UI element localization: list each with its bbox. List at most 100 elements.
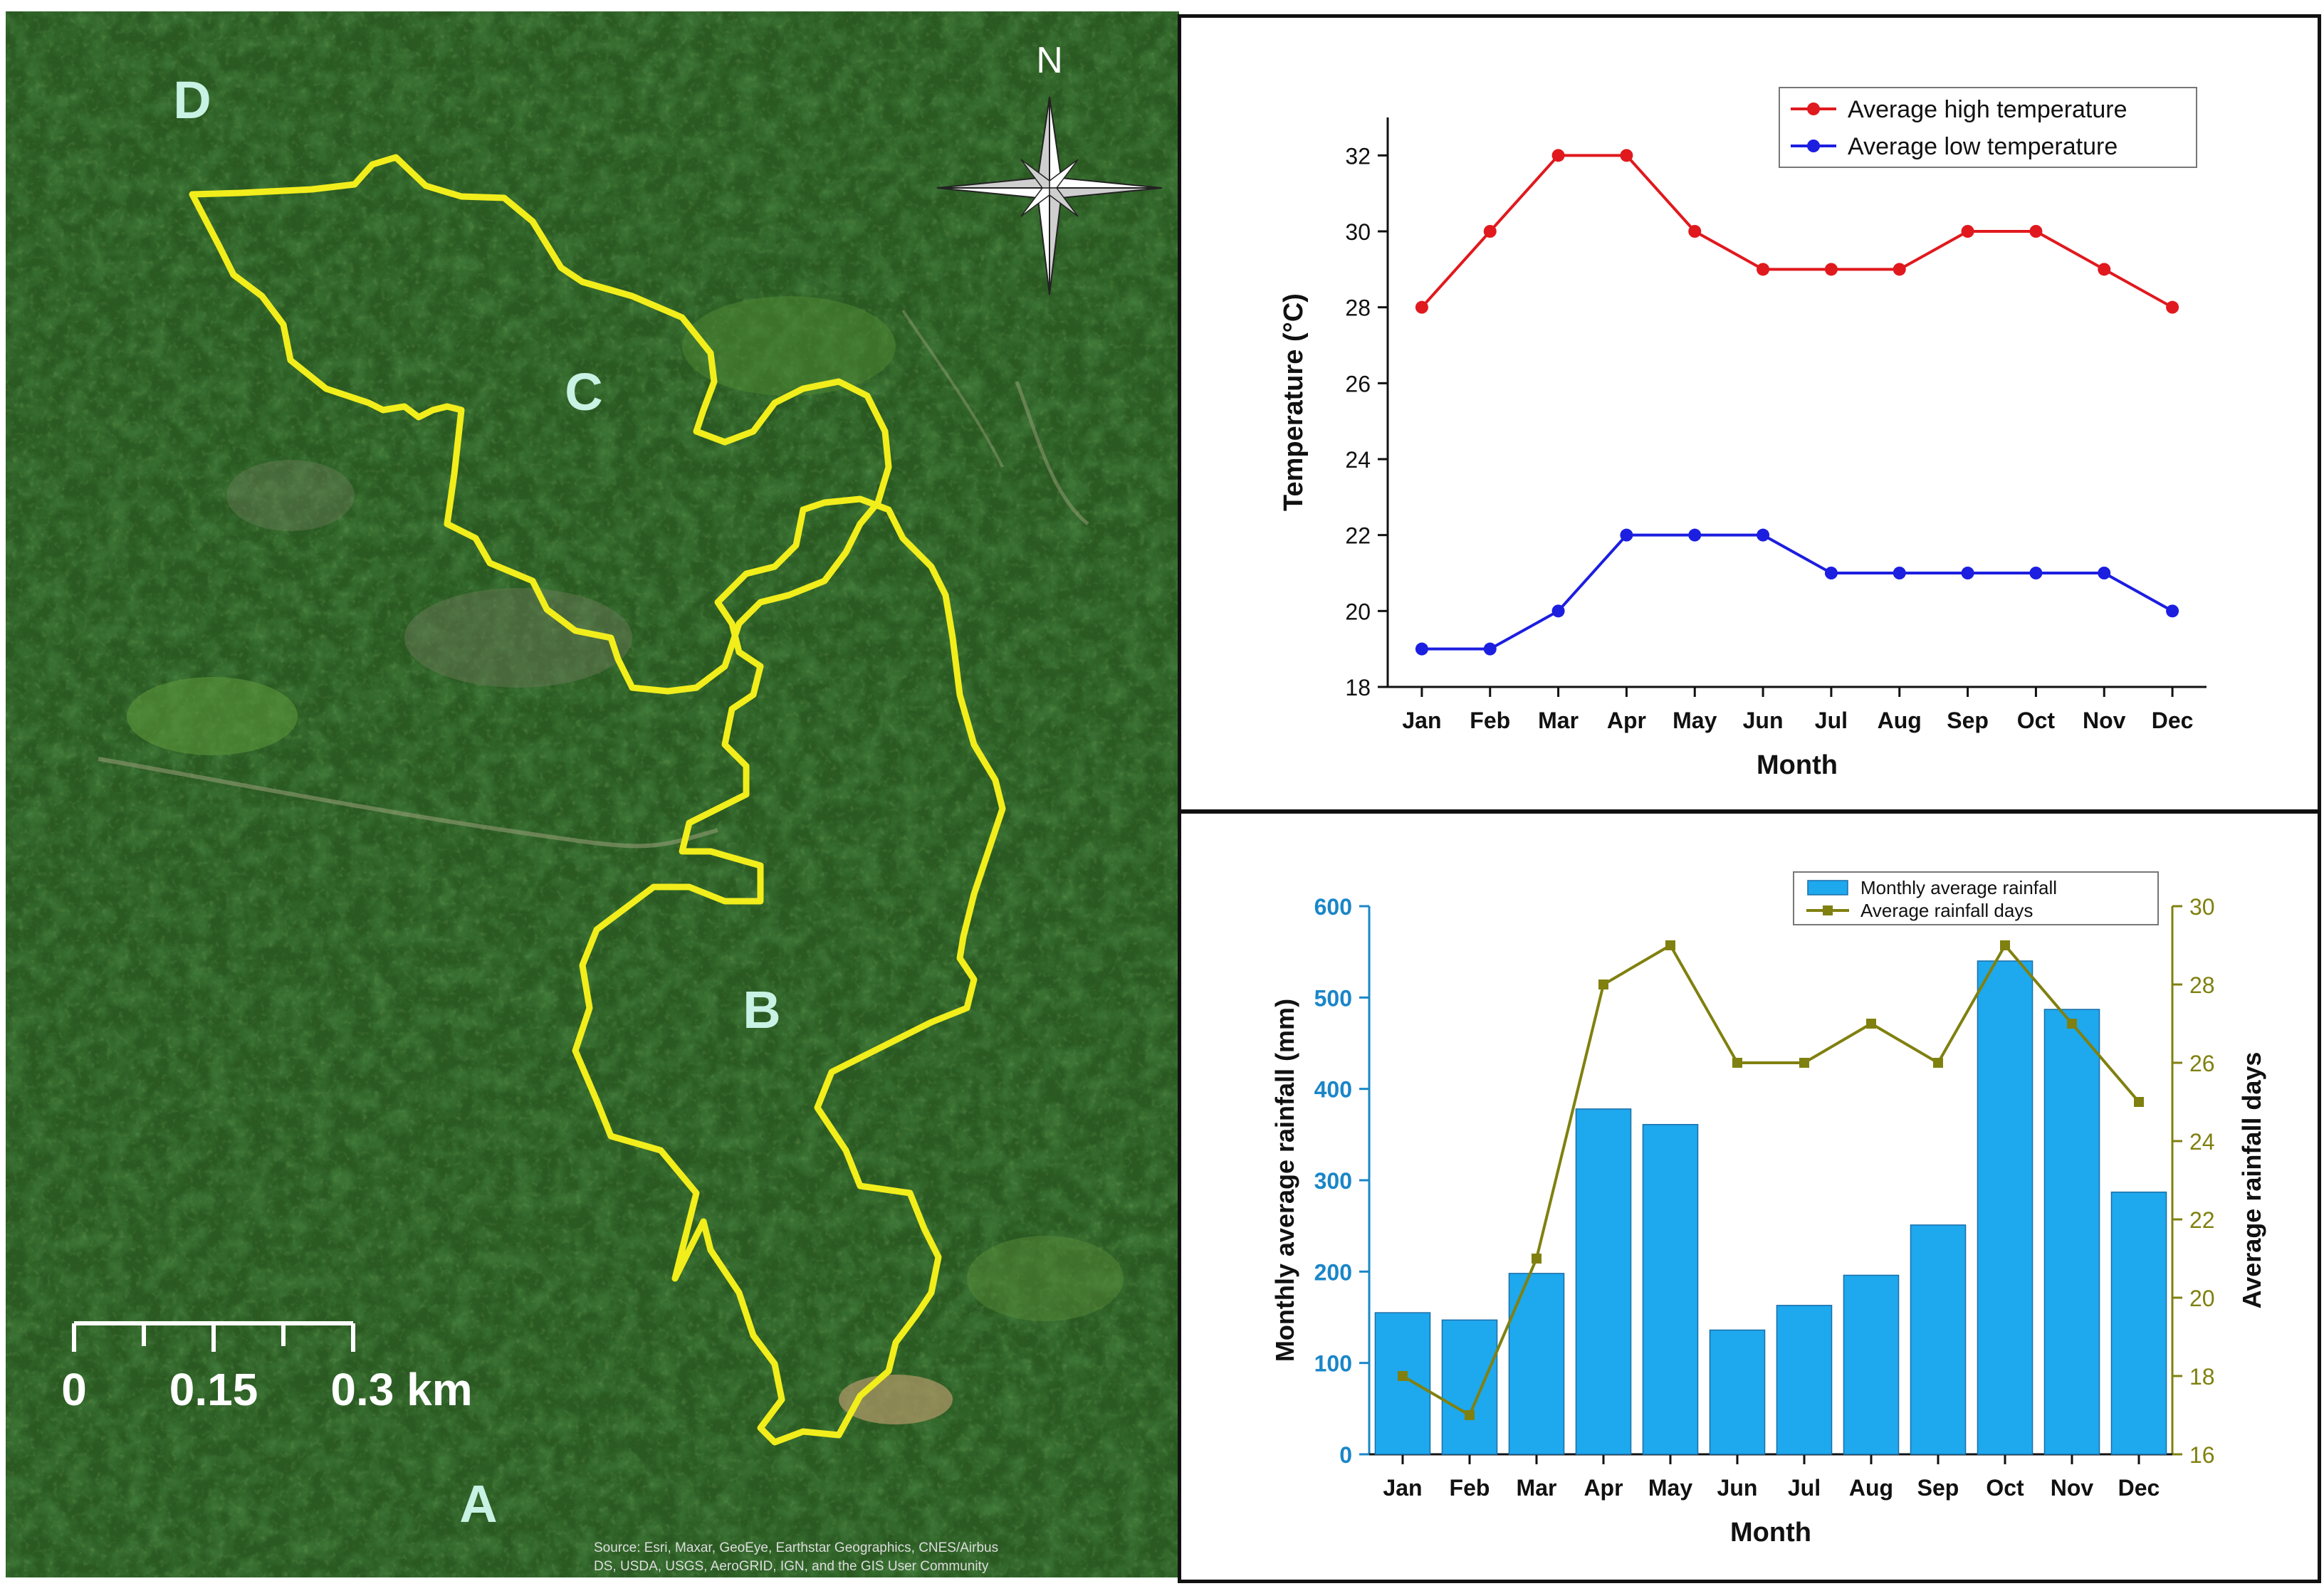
temperature-y-tick-label: 28 (1345, 295, 1371, 321)
temperature-y-tick-label: 26 (1345, 371, 1371, 397)
temperature-legend-box (1779, 87, 2197, 168)
rainfall-x-tick-label: Aug (1849, 1475, 1893, 1501)
rainfall-bar (1843, 1274, 1900, 1455)
rainfall-y-tick-label: 600 (1314, 894, 1352, 920)
rainfall-bar (1910, 1224, 1967, 1455)
rainfall-days-point (1665, 940, 1675, 950)
temperature-x-tick-label: May (1673, 708, 1717, 733)
rainfall-y-tick-label: 500 (1314, 985, 1352, 1011)
temperature-legend: Average high temperature Average low tem… (1779, 87, 2197, 168)
rainfall-bar (2043, 1009, 2100, 1455)
satellite-map-image: N B C D A 0 0.15 0.3 km Source: Esri, Ma… (6, 11, 1179, 1577)
temperature-axes: 18 20 22 24 26 28 30 32 Jan Feb Mar Apr May Jun Jul Aug… (1345, 117, 2207, 733)
rainfall-x-tick-label: Sep (1917, 1475, 1959, 1501)
rainfall-y2-tick-label: 20 (2189, 1286, 2215, 1311)
temperature-data-point (2098, 263, 2111, 276)
rainfall-x-tick-label: Jul (1788, 1475, 1821, 1501)
temperature-data-point (1551, 149, 1565, 162)
legend-label-low: Average low temperature (1848, 133, 2118, 160)
temperature-x-tick-label: Jan (1402, 708, 1441, 733)
rainfall-bar (2110, 1191, 2167, 1455)
temperature-data-point (1483, 642, 1497, 656)
rainfall-y-tick-label: 100 (1314, 1351, 1352, 1377)
rainfall-x-tick-label: Jun (1717, 1475, 1758, 1501)
temperature-data-point (1757, 528, 1770, 542)
rainfall-days-point (2000, 940, 2010, 950)
temperature-series (1415, 149, 2179, 656)
map-attribution-line-2: DS, USDA, USGS, AeroGRID, IGN, and the G… (594, 1559, 989, 1574)
rainfall-x-tick-label: Nov (2051, 1475, 2094, 1501)
rainfall-bar (1642, 1123, 1699, 1455)
rainfall-days-point (1398, 1371, 1408, 1381)
rainfall-chart: 0 100 200 300 400 500 600 16 18 20 22 24 26 28 30 Jan Fe… (1270, 871, 2266, 1548)
temperature-data-point (1415, 642, 1428, 656)
legend-marker-low (1807, 140, 1820, 152)
temperature-chart: 18 20 22 24 26 28 30 32 Jan Feb Mar Apr May Jun Jul Aug… (1279, 87, 2207, 780)
temperature-series-line-1 (1421, 533, 2174, 651)
rainfall-days-point (1799, 1058, 1809, 1068)
scale-label-0: 0 (61, 1364, 87, 1415)
rainfall-axes: 0 100 200 300 400 500 600 16 18 20 22 24 26 28 30 Jan Fe… (1314, 894, 2215, 1501)
rainfall-bar (1374, 1312, 1431, 1455)
temperature-data-point (1893, 567, 1906, 579)
temperature-y-tick-label: 22 (1345, 523, 1371, 549)
map-attribution-line-1: Source: Esri, Maxar, GeoEye, Earthstar G… (594, 1540, 998, 1555)
temperature-data-point (1824, 567, 1838, 579)
temperature-x-tick-label: Dec (2152, 708, 2194, 733)
rainfall-bar (1441, 1319, 1498, 1455)
temperature-data-point (1961, 225, 1974, 238)
temperature-data-point (1961, 567, 1974, 579)
scale-label-03km: 0.3 km (330, 1364, 472, 1415)
temperature-x-tick-label: Jun (1743, 708, 1784, 733)
rainfall-days-point (1732, 1058, 1742, 1068)
rainfall-y2-tick-label: 24 (2189, 1129, 2215, 1155)
north-arrow-icon (936, 96, 1163, 295)
region-label-c: C (565, 362, 602, 421)
region-c-boundary (189, 154, 892, 695)
temperature-x-tick-label: Jul (1815, 708, 1848, 733)
temperature-data-point (2098, 567, 2111, 579)
temperature-data-point (1688, 528, 1702, 542)
rainfall-x-tick-label: May (1648, 1475, 1692, 1501)
temperature-data-point (2166, 604, 2179, 618)
temperature-y-tick-label: 30 (1345, 219, 1371, 245)
rainfall-days-point (1598, 980, 1608, 989)
temperature-data-point (1483, 225, 1497, 238)
rainfall-bar (1977, 960, 2034, 1455)
rainfall-y2-tick-label: 18 (2189, 1364, 2215, 1390)
rainfall-y2-tick-label: 22 (2189, 1207, 2215, 1233)
legend-label-rainfall-days: Average rainfall days (1860, 900, 2033, 921)
rainfall-x-tick-label: Oct (1986, 1475, 2024, 1501)
temperature-y-tick-label: 24 (1345, 447, 1371, 473)
rainfall-x-axis-label: Month (1730, 1518, 1811, 1548)
legend-label-high: Average high temperature (1848, 96, 2127, 123)
temperature-x-tick-label: Apr (1607, 708, 1646, 733)
region-label-d: D (173, 70, 211, 130)
legend-marker-high (1807, 103, 1820, 115)
temperature-x-tick-label: Aug (1878, 708, 1922, 733)
rainfall-y-tick-label: 300 (1314, 1168, 1352, 1194)
rainfall-legend: Monthly average rainfall Average rainfal… (1793, 871, 2159, 925)
temperature-data-point (1824, 263, 1838, 276)
rainfall-y2-tick-label: 26 (2189, 1051, 2215, 1076)
rainfall-chart-panel: 0 100 200 300 400 500 600 16 18 20 22 24 26 28 30 Jan Fe… (1178, 810, 2321, 1583)
rainfall-days-point (1465, 1410, 1475, 1420)
temperature-data-point (2029, 567, 2043, 579)
temperature-series-line-0 (1420, 154, 2174, 309)
region-label-a: A (459, 1474, 497, 1533)
temperature-data-point (2166, 300, 2179, 314)
rainfall-days-point (1866, 1019, 1876, 1029)
satellite-map: N B C D A 0 0.15 0.3 km Source: Esri, Ma… (6, 11, 1179, 1577)
temperature-x-tick-label: Mar (1538, 708, 1579, 733)
temperature-y-tick-label: 32 (1345, 143, 1371, 169)
region-b-boundary (572, 495, 1006, 1446)
temperature-data-point (1620, 149, 1633, 162)
rainfall-bar (1709, 1329, 1766, 1455)
rainfall-days-y2-axis-label: Average rainfall days (2237, 1052, 2266, 1309)
rainfall-y-tick-label: 200 (1314, 1259, 1352, 1285)
rainfall-x-tick-label: Jan (1383, 1475, 1422, 1501)
temperature-data-point (1757, 263, 1770, 276)
rainfall-y-tick-label: 0 (1339, 1442, 1352, 1468)
rainfall-series (1374, 940, 2167, 1455)
temperature-chart-panel: 18 20 22 24 26 28 30 32 Jan Feb Mar Apr May Jun Jul Aug… (1178, 14, 2321, 813)
